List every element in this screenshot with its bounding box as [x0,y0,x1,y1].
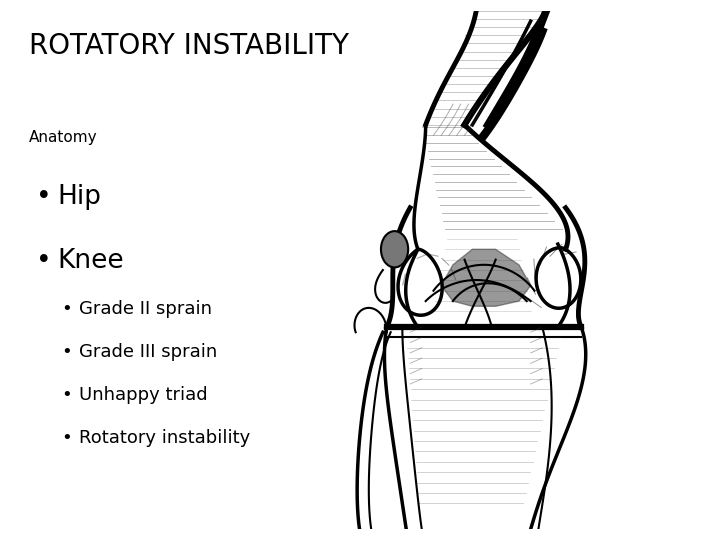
Text: Grade II sprain: Grade II sprain [79,300,212,318]
Text: Knee: Knee [58,248,125,274]
Text: ROTATORY INSTABILITY: ROTATORY INSTABILITY [29,32,348,60]
Circle shape [381,231,408,267]
Polygon shape [441,249,531,306]
Text: •: • [61,343,72,361]
Text: Unhappy triad: Unhappy triad [79,386,208,404]
Text: •: • [36,184,52,210]
Text: •: • [61,300,72,318]
Text: •: • [61,386,72,404]
Text: Grade III sprain: Grade III sprain [79,343,217,361]
Text: Anatomy: Anatomy [29,130,97,145]
Text: Hip: Hip [58,184,102,210]
Text: •: • [61,429,72,447]
Text: •: • [36,248,52,274]
Text: Rotatory instability: Rotatory instability [79,429,251,447]
